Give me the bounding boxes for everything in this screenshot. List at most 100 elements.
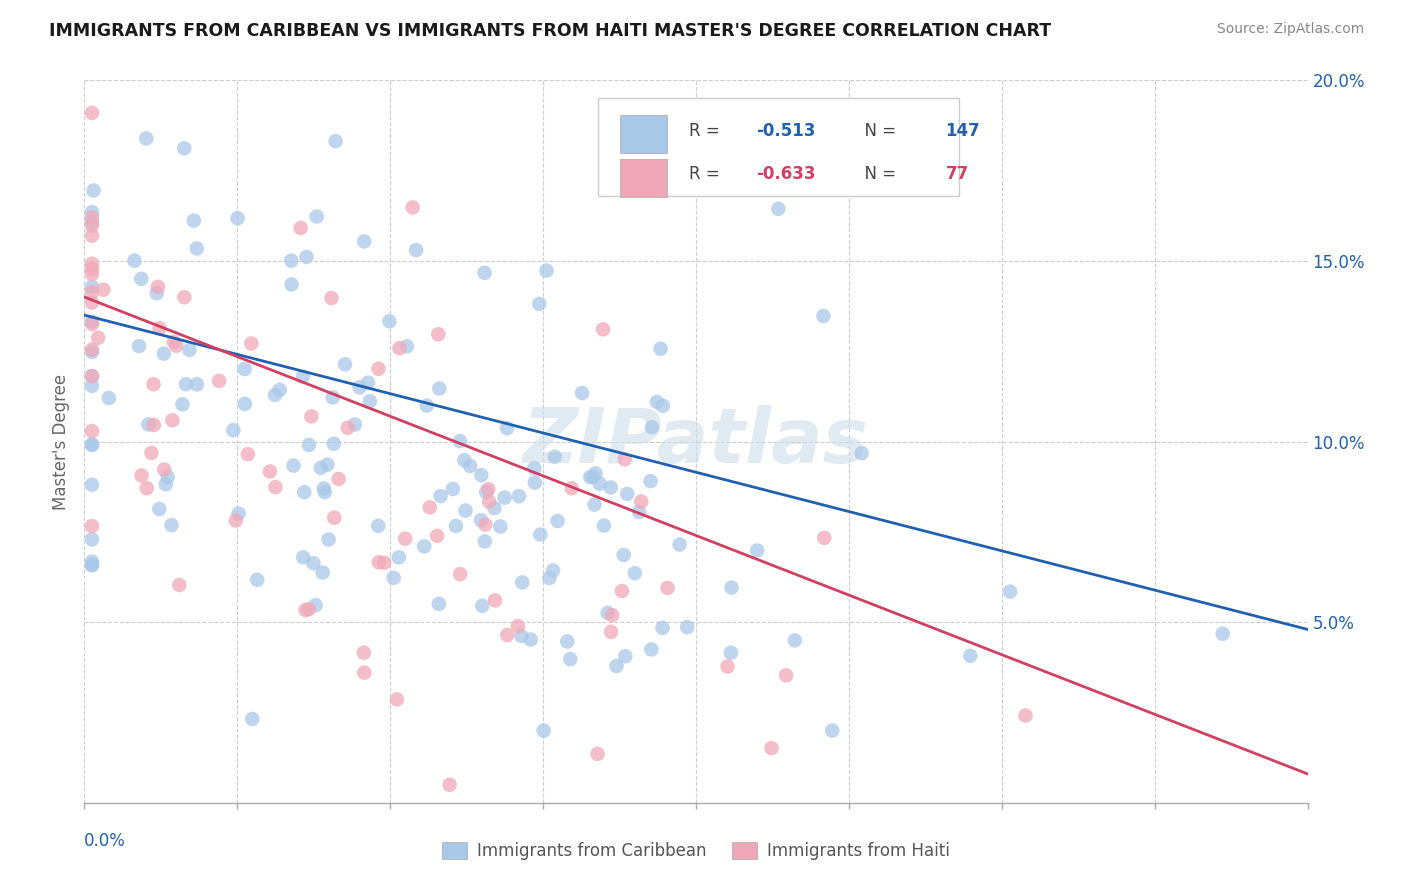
- Point: [768, 202, 790, 216]
- Point: [761, 741, 783, 756]
- Point: [510, 575, 533, 590]
- Point: [630, 494, 652, 508]
- Point: [173, 290, 195, 304]
- Point: [449, 434, 471, 448]
- Point: [142, 417, 165, 432]
- Point: [582, 469, 605, 483]
- Point: [613, 452, 636, 467]
- Y-axis label: Master's Degree: Master's Degree: [52, 374, 70, 509]
- Text: 0.0%: 0.0%: [84, 831, 127, 850]
- Point: [650, 342, 672, 356]
- Point: [536, 263, 558, 277]
- Point: [80, 279, 103, 293]
- Point: [183, 213, 205, 227]
- Point: [474, 517, 496, 532]
- Point: [510, 629, 533, 643]
- Point: [561, 481, 583, 495]
- Point: [367, 519, 389, 533]
- Point: [80, 344, 103, 359]
- Point: [305, 210, 328, 224]
- Point: [80, 315, 103, 329]
- Point: [783, 633, 806, 648]
- Point: [378, 314, 401, 328]
- Point: [80, 228, 103, 243]
- Point: [186, 377, 208, 392]
- Point: [80, 343, 103, 357]
- Point: [165, 339, 187, 353]
- Point: [813, 309, 835, 323]
- Point: [292, 550, 315, 565]
- Point: [998, 584, 1021, 599]
- Point: [174, 377, 197, 392]
- Point: [523, 461, 546, 475]
- Point: [454, 503, 477, 517]
- Point: [294, 603, 316, 617]
- Point: [429, 489, 451, 503]
- Point: [80, 106, 103, 120]
- Point: [291, 370, 314, 384]
- Point: [720, 581, 742, 595]
- Point: [651, 621, 673, 635]
- Point: [280, 277, 302, 292]
- Point: [236, 447, 259, 461]
- Point: [80, 211, 103, 225]
- Point: [716, 659, 738, 673]
- Point: [80, 379, 103, 393]
- Point: [80, 519, 103, 533]
- Point: [385, 692, 408, 706]
- Point: [382, 571, 405, 585]
- Point: [156, 470, 179, 484]
- Point: [444, 519, 467, 533]
- Point: [613, 548, 636, 562]
- Point: [427, 382, 450, 396]
- Point: [316, 458, 339, 472]
- Text: IMMIGRANTS FROM CARIBBEAN VS IMMIGRANTS FROM HAITI MASTER'S DEGREE CORRELATION C: IMMIGRANTS FROM CARIBBEAN VS IMMIGRANTS …: [49, 22, 1052, 40]
- Point: [405, 243, 427, 257]
- Point: [449, 567, 471, 582]
- Point: [292, 485, 315, 500]
- Point: [142, 377, 165, 392]
- Point: [583, 498, 606, 512]
- Point: [453, 453, 475, 467]
- Point: [496, 421, 519, 435]
- Text: -0.633: -0.633: [756, 165, 815, 183]
- Point: [474, 266, 496, 280]
- Point: [645, 395, 668, 409]
- Point: [309, 461, 332, 475]
- Point: [269, 383, 291, 397]
- Text: 77: 77: [945, 165, 969, 183]
- Point: [544, 450, 567, 464]
- Point: [419, 500, 441, 515]
- Point: [298, 438, 321, 452]
- Point: [328, 472, 350, 486]
- Text: ZIPatlas: ZIPatlas: [523, 405, 869, 478]
- Point: [592, 322, 614, 336]
- Point: [222, 423, 245, 437]
- Point: [775, 668, 797, 682]
- Text: R =: R =: [689, 165, 724, 183]
- Point: [80, 477, 103, 491]
- Point: [1014, 708, 1036, 723]
- Point: [821, 723, 844, 738]
- Point: [80, 205, 103, 219]
- Point: [520, 632, 543, 647]
- Point: [141, 446, 163, 460]
- Point: [138, 417, 160, 432]
- Point: [312, 482, 335, 496]
- Point: [280, 253, 302, 268]
- Point: [240, 712, 263, 726]
- Point: [388, 550, 411, 565]
- Point: [336, 421, 359, 435]
- Bar: [620, 115, 666, 153]
- Point: [541, 564, 564, 578]
- Point: [80, 285, 103, 300]
- Point: [395, 339, 418, 353]
- Point: [152, 346, 174, 360]
- Point: [228, 507, 250, 521]
- Point: [589, 476, 612, 491]
- Point: [586, 747, 609, 761]
- Point: [628, 505, 651, 519]
- Point: [579, 470, 602, 484]
- Point: [373, 556, 395, 570]
- FancyBboxPatch shape: [598, 98, 959, 196]
